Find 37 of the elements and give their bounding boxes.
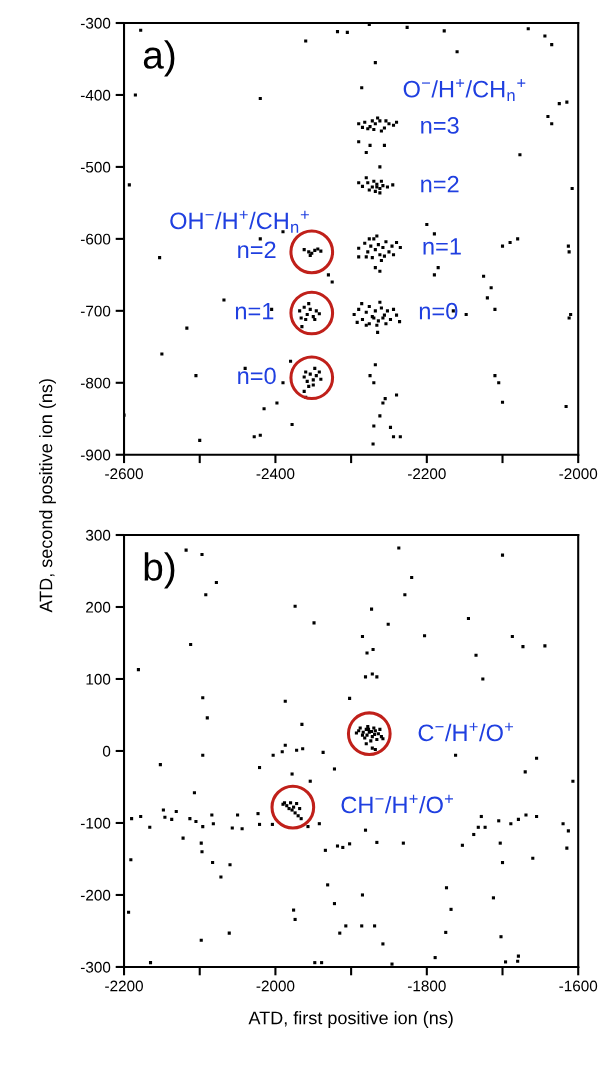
y-tick-label: -700 [80, 305, 111, 317]
y-tick-label: -200 [80, 889, 111, 901]
annotation: C$^{−}$/H$^{+}$/O$^{+}$ [418, 722, 514, 742]
annotation: n=2 [238, 241, 276, 258]
y-tick-label: -300 [80, 961, 111, 973]
annotation: n=3 [421, 117, 459, 134]
x-tick-label: -2000 [559, 468, 598, 480]
x-axis-title: ATD, first positive ion (ns) [248, 1011, 453, 1028]
annotation: CH$^{−}$/H$^{+}$/O$^{+}$ [341, 794, 453, 814]
x-tick-label: -2600 [105, 468, 143, 480]
y-tick-label: -400 [80, 89, 111, 101]
y-axis-title: ATD, second positive ion (ns) [39, 379, 56, 613]
y-tick-label: 100 [86, 673, 111, 685]
y-tick-label: 0 [102, 745, 111, 757]
annotation: n=0 [419, 302, 458, 320]
annotation: b) [144, 552, 175, 589]
y-tick-label: -900 [80, 449, 111, 461]
y-tick-label: 300 [85, 529, 111, 541]
y-tick-label: 200 [86, 601, 111, 613]
x-tick-label: -2000 [256, 980, 295, 992]
y-tick-label: -100 [80, 817, 111, 829]
annotation: n=1 [235, 303, 274, 320]
y-tick-label: -800 [80, 377, 111, 389]
x-tick-label: -2400 [256, 468, 295, 480]
annotation: a) [143, 40, 175, 77]
x-tick-label: -1800 [407, 980, 446, 992]
x-tick-label: -2200 [105, 980, 143, 992]
annotation: O$^{−}$/H$^{+}$/CH$_{n}$$^{+}$ [403, 79, 526, 102]
x-tick-label: -2200 [407, 468, 446, 480]
annotation: n=1 [423, 238, 461, 255]
annotation: n=2 [421, 175, 459, 193]
annotation: OH$^{−}$/H$^{+}$/CH$_{n}$$^{+}$ [170, 210, 309, 233]
y-tick-label: -600 [80, 233, 111, 245]
y-tick-label: -500 [80, 161, 111, 173]
x-tick-label: -1600 [559, 980, 598, 992]
y-tick-label: -300 [80, 17, 111, 29]
annotation: n=0 [238, 367, 276, 385]
